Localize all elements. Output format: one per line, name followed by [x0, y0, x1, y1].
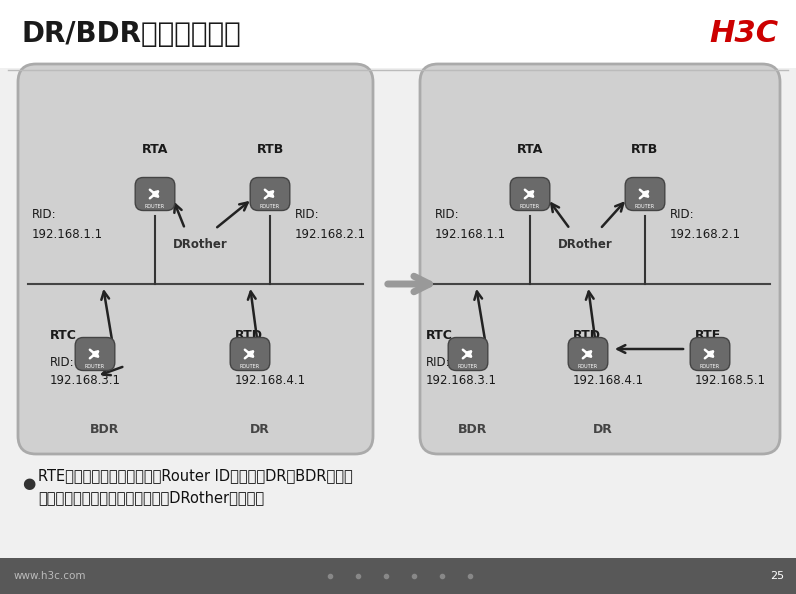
- Text: RTA: RTA: [517, 143, 543, 156]
- Text: 25: 25: [770, 571, 784, 581]
- Text: 192.168.1.1: 192.168.1.1: [32, 228, 103, 241]
- Text: ROUTER: ROUTER: [260, 204, 280, 208]
- Text: ROUTER: ROUTER: [700, 364, 720, 369]
- Text: ROUTER: ROUTER: [635, 204, 655, 208]
- FancyBboxPatch shape: [230, 337, 270, 371]
- Text: RTD: RTD: [235, 329, 263, 342]
- Text: www.h3c.com: www.h3c.com: [14, 571, 87, 581]
- FancyBboxPatch shape: [690, 337, 730, 371]
- Text: H3C: H3C: [709, 20, 778, 49]
- FancyBboxPatch shape: [0, 558, 796, 594]
- Text: RTB: RTB: [631, 143, 658, 156]
- Text: DR/BDR的选举示例一: DR/BDR的选举示例一: [22, 20, 242, 48]
- FancyBboxPatch shape: [625, 178, 665, 210]
- FancyBboxPatch shape: [510, 178, 550, 210]
- Text: ROUTER: ROUTER: [85, 364, 105, 369]
- Text: DRother: DRother: [558, 238, 612, 251]
- Text: DR: DR: [593, 423, 613, 436]
- Text: ROUTER: ROUTER: [240, 364, 260, 369]
- Text: RTC: RTC: [50, 329, 77, 342]
- Text: ROUTER: ROUTER: [145, 204, 165, 208]
- FancyBboxPatch shape: [568, 337, 608, 371]
- Text: 192.168.3.1: 192.168.3.1: [50, 374, 121, 387]
- Text: RTD: RTD: [573, 329, 601, 342]
- Text: RID:: RID:: [32, 207, 57, 220]
- Text: RTE后来加入网络，虽然它的Router ID比原有的DR和BDR都高，: RTE后来加入网络，虽然它的Router ID比原有的DR和BDR都高，: [38, 469, 353, 484]
- Text: RID:: RID:: [295, 207, 320, 220]
- Text: RTC: RTC: [426, 329, 453, 342]
- Text: DRother: DRother: [173, 238, 228, 251]
- Text: ROUTER: ROUTER: [520, 204, 540, 208]
- Text: RID:: RID:: [573, 355, 598, 368]
- Text: RTE: RTE: [695, 329, 721, 342]
- FancyBboxPatch shape: [0, 0, 796, 68]
- Text: RTB: RTB: [256, 143, 283, 156]
- FancyBboxPatch shape: [420, 64, 780, 454]
- Text: BDR: BDR: [90, 423, 119, 436]
- Text: 192.168.2.1: 192.168.2.1: [295, 228, 366, 241]
- Text: 192.168.4.1: 192.168.4.1: [235, 374, 306, 387]
- Text: 192.168.4.1: 192.168.4.1: [573, 374, 644, 387]
- Text: RID:: RID:: [670, 207, 695, 220]
- Text: RID:: RID:: [695, 355, 720, 368]
- Text: RTA: RTA: [142, 143, 168, 156]
- Text: 192.168.5.1: 192.168.5.1: [695, 374, 766, 387]
- Text: RID:: RID:: [426, 355, 451, 368]
- Text: RID:: RID:: [50, 355, 75, 368]
- Text: 192.168.2.1: 192.168.2.1: [670, 228, 741, 241]
- Text: 但是出于稳定性的考虑，只能成为DRother路由器。: 但是出于稳定性的考虑，只能成为DRother路由器。: [38, 491, 264, 505]
- Text: ROUTER: ROUTER: [578, 364, 598, 369]
- Text: 192.168.3.1: 192.168.3.1: [426, 374, 497, 387]
- FancyBboxPatch shape: [448, 337, 488, 371]
- Text: DR: DR: [250, 423, 270, 436]
- FancyBboxPatch shape: [250, 178, 290, 210]
- Text: RID:: RID:: [235, 355, 259, 368]
- FancyBboxPatch shape: [75, 337, 115, 371]
- Text: ●: ●: [22, 476, 35, 491]
- FancyBboxPatch shape: [135, 178, 175, 210]
- Text: BDR: BDR: [458, 423, 488, 436]
- Text: ROUTER: ROUTER: [458, 364, 478, 369]
- FancyBboxPatch shape: [18, 64, 373, 454]
- Text: 192.168.1.1: 192.168.1.1: [435, 228, 506, 241]
- Text: RID:: RID:: [435, 207, 459, 220]
